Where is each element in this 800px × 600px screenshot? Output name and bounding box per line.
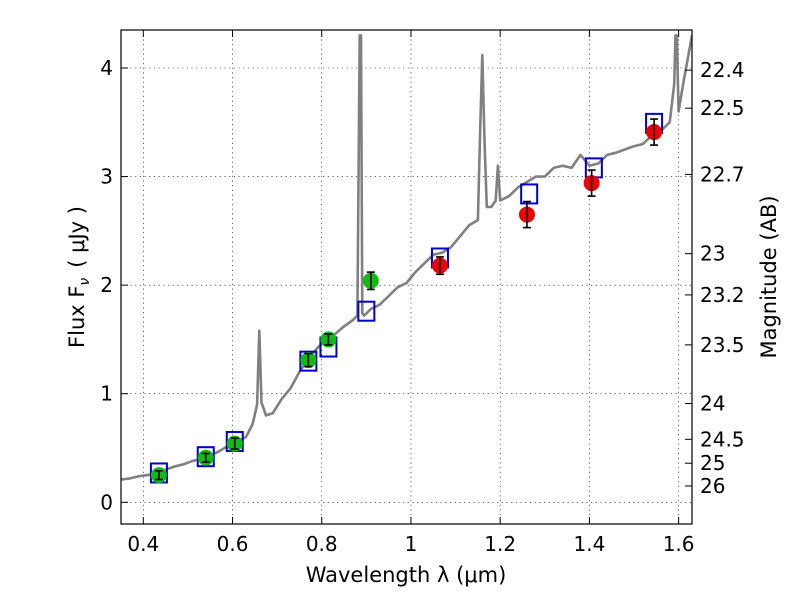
x-tick-label: 1.6 xyxy=(663,532,695,556)
x-tick-label: 1 xyxy=(405,532,418,556)
y-tick-label: 0 xyxy=(100,490,113,514)
magnitude-tick-label: 22.7 xyxy=(700,162,745,186)
plot-frame xyxy=(120,29,693,525)
y-tick-label: 2 xyxy=(100,273,113,297)
y-tick-label: 3 xyxy=(100,165,113,189)
y-axis-title-units: ( μJy ) xyxy=(65,206,89,268)
y-tick-label: 1 xyxy=(100,382,113,406)
x-tick-label: 1.2 xyxy=(484,532,516,556)
y-tick-label: 4 xyxy=(100,56,113,80)
magnitude-tick-label: 23 xyxy=(700,242,725,266)
magnitude-tick-label: 24.5 xyxy=(700,427,745,451)
model-band-square xyxy=(520,183,539,205)
x-tick-label: 0.4 xyxy=(127,532,159,556)
model-band-square xyxy=(357,300,376,322)
y-axis-title-main: Flux F xyxy=(65,286,89,348)
magnitude-tick-label: 23.2 xyxy=(700,283,745,307)
svg-text:Flux Fν( μJy ): Flux Fν ( μJy ) xyxy=(65,206,93,348)
magnitude-tick-label: 22.4 xyxy=(700,58,745,82)
x-tick-label: 1.4 xyxy=(573,532,605,556)
plot-area xyxy=(121,34,692,484)
magnitude-tick-label: 25 xyxy=(700,451,725,475)
magnitude-tick-label: 26 xyxy=(700,474,725,498)
spectrum-line xyxy=(121,34,692,481)
x-tick-label: 0.6 xyxy=(217,532,249,556)
magnitude-tick-label: 24 xyxy=(700,391,725,415)
magnitude-tick-label: 22.5 xyxy=(700,96,745,120)
x-axis-title: Wavelength λ (μm) xyxy=(306,563,507,587)
y2-axis-title: Magnitude (AB) xyxy=(757,195,781,358)
ticks xyxy=(121,30,692,524)
x-tick-label: 0.8 xyxy=(306,532,338,556)
model-band-square xyxy=(196,446,215,468)
y-axis-title-sub: ν xyxy=(77,278,93,286)
magnitude-tick-label: 23.5 xyxy=(700,333,745,357)
y-axis-title: Flux Fν ( μJy ) xyxy=(65,206,93,348)
model-band-square xyxy=(299,350,318,372)
